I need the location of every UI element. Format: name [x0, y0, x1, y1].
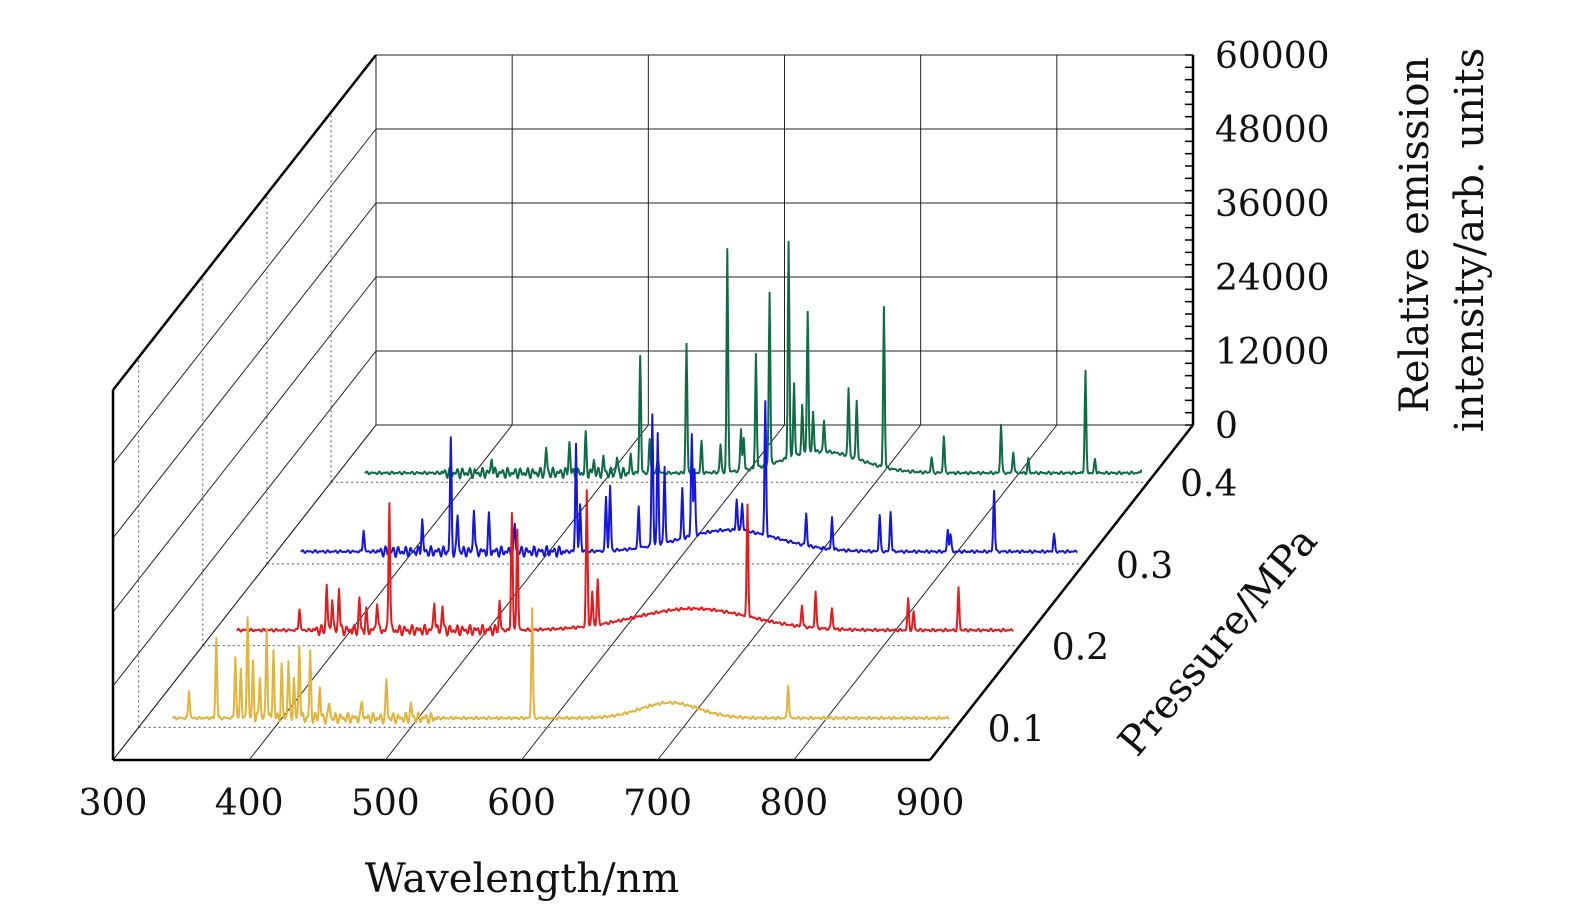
intensity-tick-label: 12000 — [1215, 332, 1330, 373]
intensity-tick-label: 0 — [1215, 406, 1238, 447]
spectrum-line-0p2 — [235, 489, 1014, 637]
frame-top-diagonal — [112, 54, 377, 391]
spectrum-line-0p1 — [171, 607, 950, 725]
x-tick-label: 900 — [896, 783, 965, 824]
x-tick-label: 700 — [623, 783, 692, 824]
z-axis-title-line1: Relative emission — [1392, 57, 1438, 413]
intensity-tick-label: 60000 — [1215, 36, 1330, 77]
floor-grid-diagonal — [521, 424, 785, 761]
pressure-tick-label: 0.3 — [1116, 546, 1173, 587]
side-grid-diagonal — [112, 202, 377, 539]
back-wall-grid — [375, 54, 1194, 426]
pressure-tick-label: 0.1 — [988, 709, 1045, 750]
x-tick-label: 500 — [351, 783, 420, 824]
pressure-tick-label: 0.2 — [1052, 628, 1109, 669]
intensity-tick-label: 48000 — [1215, 110, 1330, 151]
spectra-series — [171, 240, 1143, 725]
intensity-tick-label: 24000 — [1215, 258, 1330, 299]
floor-grid-diagonal — [793, 424, 1058, 761]
x-axis-title: Wavelength/nm — [365, 856, 680, 902]
x-tick-label: 300 — [79, 783, 148, 824]
side-grid-diagonal — [112, 350, 377, 687]
spectrum-line-0p4 — [364, 240, 1143, 480]
floor-grid-diagonal — [112, 424, 377, 761]
x-tick-label: 800 — [759, 783, 828, 824]
pressure-tick-label: 0.4 — [1180, 464, 1237, 505]
floor-grid-diagonal — [657, 424, 922, 761]
pressure-tick-labels: 0.10.20.30.4 — [988, 464, 1238, 750]
side-grid-diagonal — [112, 276, 377, 613]
side-wall-grid — [112, 54, 377, 761]
z-axis-title-line2: intensity/arb. units — [1447, 48, 1493, 432]
intensity-tick-label: 36000 — [1215, 184, 1330, 225]
frame-right-edge — [929, 424, 1194, 761]
spectrum-line-0p3 — [300, 400, 1078, 559]
side-grid-diagonal — [112, 128, 377, 465]
axes-frame — [111, 54, 1195, 762]
intensity-tick-labels: 0 12000 24000 36000 48000 60000 — [1215, 36, 1330, 447]
x-tick-label: 600 — [487, 783, 556, 824]
x-tick-label: 400 — [215, 783, 284, 824]
x-tick-labels: 300 400 500 600 700 800 900 — [79, 783, 965, 824]
